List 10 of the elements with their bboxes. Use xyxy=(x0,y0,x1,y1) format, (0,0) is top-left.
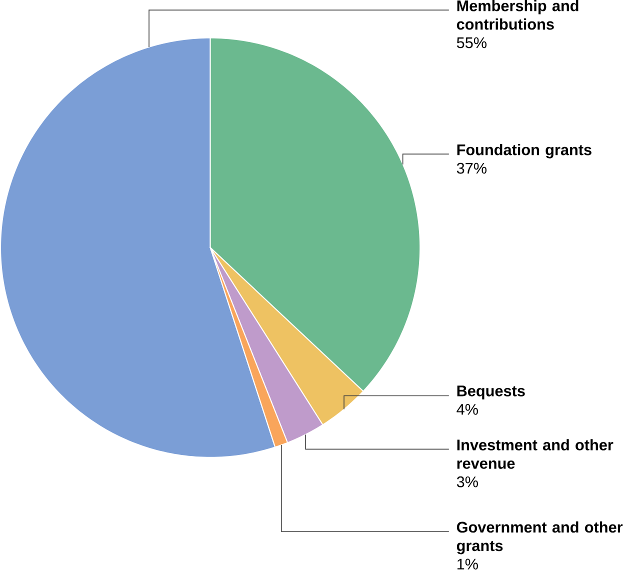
slice-label: Government and other grants xyxy=(456,522,623,554)
slice-label: Foundation grants xyxy=(457,144,592,159)
slice-label: Membership and contributions xyxy=(456,0,578,30)
data-label: 55% xyxy=(456,38,487,48)
slice-label: Investment and other revenue xyxy=(457,439,614,470)
slice-label: Bequests xyxy=(457,386,525,400)
data-label: 1% xyxy=(457,559,478,570)
data-label: 4% xyxy=(456,404,478,415)
data-label: 3% xyxy=(456,476,478,488)
data-label: 37% xyxy=(456,163,487,174)
